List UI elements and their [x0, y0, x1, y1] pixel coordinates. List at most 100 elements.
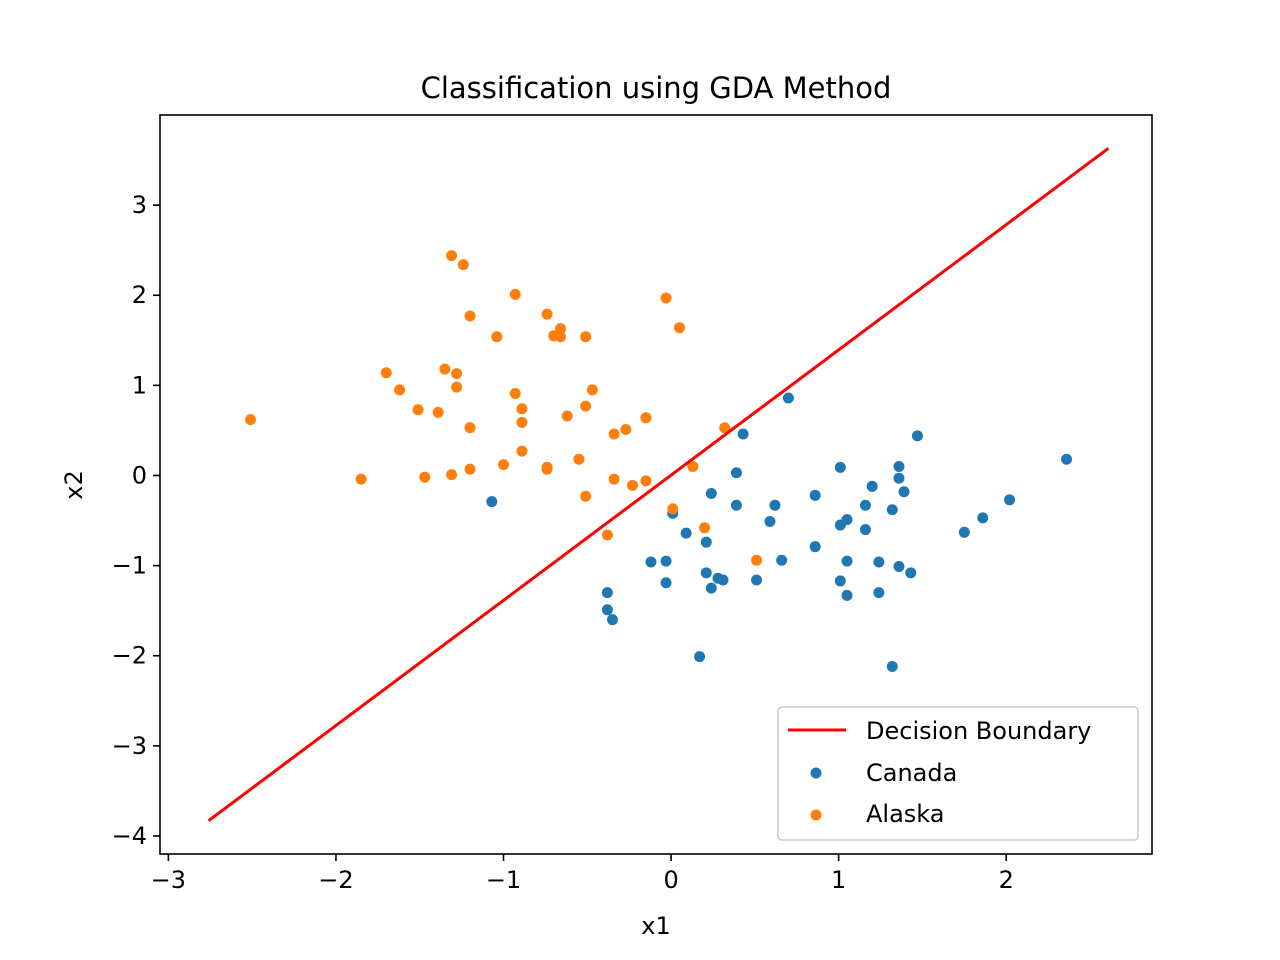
canada-point	[486, 496, 498, 508]
alaska-point	[640, 475, 652, 487]
alaska-point	[394, 384, 406, 396]
alaska-point	[554, 323, 566, 335]
alaska-point	[419, 471, 431, 483]
x-tick-label: 1	[831, 866, 846, 894]
x-axis: −3 −2 −1 0 1 2	[151, 854, 1014, 894]
canada-point	[977, 512, 989, 524]
alaska-point	[491, 331, 503, 343]
canada-point	[717, 574, 729, 586]
canada-point	[751, 574, 763, 586]
decision-boundary-line	[207, 147, 1110, 822]
alaska-point	[620, 424, 632, 436]
canada-point	[886, 661, 898, 673]
canada-point	[859, 499, 871, 511]
canada-point	[680, 527, 692, 539]
alaska-point	[751, 554, 763, 566]
alaska-point	[516, 403, 528, 415]
y-tick-label: 0	[132, 461, 147, 489]
alaska-point	[580, 331, 592, 343]
alaska-point	[464, 310, 476, 322]
x-tick-label: 0	[663, 866, 678, 894]
plot-frame	[159, 114, 1153, 855]
canada-point	[893, 561, 905, 573]
y-tick-label: −2	[112, 642, 147, 670]
alaska-point	[432, 406, 444, 418]
alaska-point	[640, 412, 652, 424]
alaska-point	[439, 363, 451, 375]
legend-marker-canada	[810, 767, 822, 779]
canada-point	[769, 499, 781, 511]
y-tick-label: −3	[112, 732, 147, 760]
alaska-point	[355, 473, 367, 485]
canada-point	[601, 587, 613, 599]
alaska-point	[464, 463, 476, 475]
canada-point	[737, 428, 749, 440]
alaska-point	[380, 367, 392, 379]
alaska-point	[509, 387, 521, 399]
alaska-point	[608, 473, 620, 485]
series-alaska	[244, 250, 763, 566]
canada-point	[730, 467, 742, 479]
alaska-point	[719, 422, 731, 434]
canada-point	[809, 489, 821, 501]
alaska-point	[412, 404, 424, 416]
canada-point	[660, 577, 672, 589]
canada-point	[606, 614, 618, 626]
canada-point	[776, 554, 788, 566]
alaska-point	[561, 410, 573, 422]
x-tick-label: −3	[151, 866, 186, 894]
alaska-point	[627, 479, 639, 491]
alaska-point	[573, 453, 585, 465]
chart-title: Classification using GDA Method	[421, 71, 892, 105]
alaska-point	[516, 445, 528, 457]
x-axis-label: x1	[641, 912, 670, 940]
legend-label-decision-boundary: Decision Boundary	[866, 717, 1091, 745]
alaska-point	[464, 422, 476, 434]
legend-box	[777, 706, 1139, 841]
y-tick-label: −4	[112, 822, 147, 850]
alaska-point	[446, 250, 458, 262]
alaska-point	[608, 428, 620, 440]
y-tick-label: 2	[132, 281, 147, 309]
x-tick-label: 2	[999, 866, 1014, 894]
canada-point	[911, 430, 923, 442]
alaska-point	[541, 461, 553, 473]
y-axis: −4 −3 −2 −1 0 1 2 3	[112, 191, 160, 850]
canada-point	[660, 555, 672, 567]
y-axis-label: x2	[60, 470, 88, 499]
canada-point	[1061, 453, 1073, 465]
canada-point	[905, 567, 917, 579]
canada-point	[841, 589, 853, 601]
canada-point	[694, 651, 706, 663]
canada-point	[705, 488, 717, 500]
canada-point	[898, 486, 910, 498]
canada-point	[873, 587, 885, 599]
canada-point	[764, 515, 776, 527]
canada-point	[886, 504, 898, 516]
y-tick-label: 1	[132, 371, 147, 399]
alaska-point	[601, 529, 613, 541]
alaska-point	[541, 308, 553, 320]
canada-point	[645, 556, 657, 568]
alaska-point	[451, 368, 463, 380]
canada-point	[841, 514, 853, 526]
canada-point	[893, 472, 905, 484]
canada-point	[893, 460, 905, 472]
alaska-point	[580, 400, 592, 412]
alaska-point	[687, 460, 699, 472]
canada-point	[958, 526, 970, 538]
canada-point	[873, 556, 885, 568]
canada-point	[705, 582, 717, 594]
plot-area	[207, 147, 1110, 822]
legend-label-alaska: Alaska	[866, 800, 944, 828]
alaska-point	[554, 331, 566, 343]
alaska-point	[673, 322, 685, 334]
alaska-point	[457, 259, 469, 271]
alaska-point	[516, 416, 528, 428]
canada-point	[859, 524, 871, 536]
canada-point	[834, 461, 846, 473]
canada-point	[782, 392, 794, 404]
series-canada	[486, 392, 1073, 673]
legend: Decision Boundary Canada Alaska	[777, 706, 1139, 841]
